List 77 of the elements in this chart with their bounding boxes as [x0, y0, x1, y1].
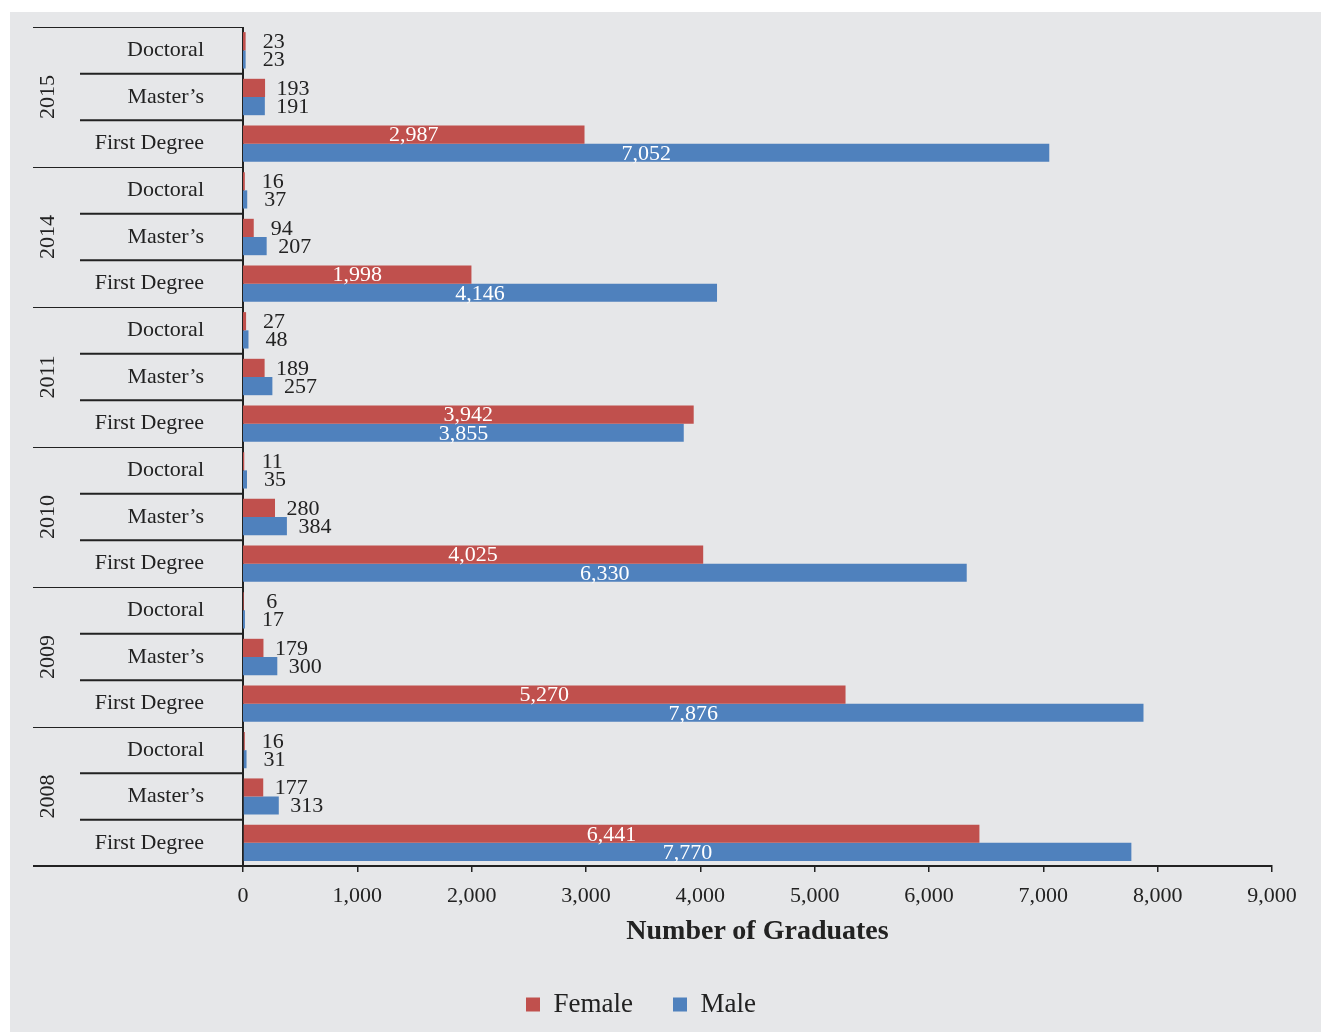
bar: [243, 218, 254, 237]
bar: [243, 703, 1144, 722]
data-label: 7,770: [662, 838, 713, 864]
bar: [243, 125, 585, 144]
bar: [243, 638, 264, 657]
bar: [243, 265, 472, 284]
bar: [243, 750, 247, 769]
data-label: 1,998: [332, 261, 382, 287]
x-tick-label: 9,000: [1247, 881, 1297, 907]
bar: [243, 517, 287, 536]
y-tick-label: First Degree: [94, 549, 204, 575]
y-tick-label: Master’s: [127, 502, 204, 528]
y-tick-label: Doctoral: [127, 456, 204, 482]
text: 2010: [33, 495, 59, 539]
x-tick-label: 1,000: [332, 881, 383, 907]
text: 2008: [33, 774, 59, 819]
y-tick-label: Doctoral: [127, 36, 204, 62]
bar: [243, 358, 265, 377]
x-tick-label: 3,000: [561, 881, 611, 907]
text: 2014: [33, 215, 59, 259]
y-tick-label: Doctoral: [127, 316, 204, 342]
x-tick-label: 4,000: [675, 881, 726, 907]
x-tick-label: 2,000: [446, 881, 497, 907]
data-label: 7,876: [668, 699, 718, 725]
bar: [243, 237, 267, 256]
bar: [243, 563, 967, 582]
data-label: 4,146: [455, 279, 505, 305]
x-tick-label: 0: [237, 881, 249, 907]
bar: [243, 32, 246, 51]
bar: [243, 778, 264, 797]
data-label: 4,025: [448, 541, 498, 567]
bar: [243, 423, 684, 442]
x-tick-label: 5,000: [789, 881, 840, 907]
bar: [243, 377, 273, 396]
bar: [243, 190, 248, 209]
x-axis-title: Number of Graduates: [626, 914, 889, 946]
bar: [243, 405, 694, 424]
text: 2009: [33, 635, 59, 679]
bar: [243, 78, 266, 97]
bar: [243, 283, 718, 302]
x-tick-label: 6,000: [904, 881, 954, 907]
bar: [243, 685, 846, 704]
bar: [243, 470, 247, 489]
bar: [243, 657, 278, 676]
y-tick-label: First Degree: [94, 269, 204, 295]
y-tick-label: Doctoral: [127, 735, 204, 761]
x-tick-label: 7,000: [1018, 881, 1069, 907]
bar: [243, 330, 249, 349]
y-tick-label: First Degree: [94, 689, 204, 715]
y-tick-label: Master’s: [127, 782, 204, 808]
bar: [243, 796, 279, 815]
y-tick-label: Doctoral: [127, 596, 204, 622]
bar: [243, 498, 276, 517]
y-tick-label: First Degree: [94, 828, 204, 854]
legend-label: Male: [700, 987, 756, 1018]
data-label: 6,441: [586, 820, 637, 846]
bar: [243, 143, 1050, 162]
text: 2011: [33, 355, 59, 399]
text: 2015: [33, 75, 59, 119]
data-label: 7,052: [621, 139, 671, 165]
legend-label: Female: [553, 987, 634, 1018]
data-label: 6,330: [580, 559, 630, 585]
bar: [243, 50, 246, 69]
y-tick-label: Master’s: [127, 362, 204, 388]
x-tick-label: 8,000: [1132, 881, 1183, 907]
y-tick-label: Master’s: [127, 222, 204, 248]
y-tick-label: First Degree: [94, 129, 204, 155]
y-tick-label: Doctoral: [127, 176, 204, 202]
bar: [243, 545, 704, 564]
bar: [243, 824, 980, 843]
bar: [243, 312, 247, 331]
data-label: 5,270: [519, 681, 570, 707]
y-tick-label: Master’s: [127, 642, 204, 668]
y-tick-label: Master’s: [127, 82, 204, 108]
bar: [243, 97, 265, 116]
y-tick-label: First Degree: [94, 409, 204, 435]
data-label: 2,987: [389, 121, 439, 147]
